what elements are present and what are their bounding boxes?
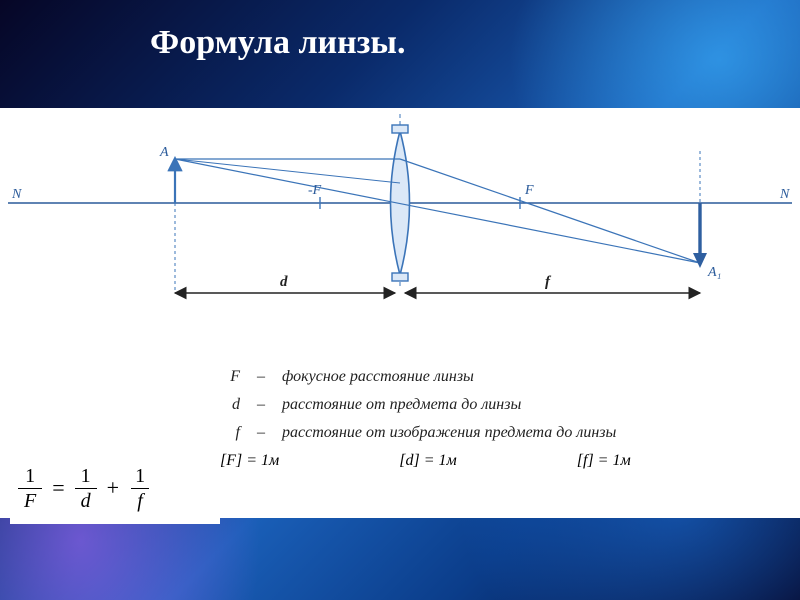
lens-cap-top xyxy=(392,125,408,133)
legend-text-d: расстояние от предмета до линзы xyxy=(282,396,521,414)
thin-lens-formula: 1 F = 1 d + 1 f xyxy=(10,452,220,524)
units-row: [F] = 1м [d] = 1м [f] = 1м xyxy=(220,452,760,470)
ray-parallel-out xyxy=(400,159,700,263)
image-arrow-head xyxy=(693,253,707,268)
focus-pos-label: F xyxy=(524,183,534,198)
legend-dash: – xyxy=(254,424,268,442)
legend-text-F: фокусное расстояние линзы xyxy=(282,368,474,386)
axis-label-left: N xyxy=(11,187,22,202)
legend-sym-f: f xyxy=(220,424,240,442)
unit-d: [d] = 1м xyxy=(399,452,456,470)
image-label: A₁ xyxy=(707,265,721,280)
legend-sym-d: d xyxy=(220,396,240,414)
ray-extra xyxy=(175,159,400,183)
f-label: f xyxy=(545,274,552,290)
legend-dash: – xyxy=(254,396,268,414)
ray-center xyxy=(175,159,700,263)
frac-1F: 1 F xyxy=(18,466,42,511)
legend-row-f: f – расстояние от изображения предмета д… xyxy=(220,424,760,442)
plus: + xyxy=(105,475,121,501)
lens-cap-bottom xyxy=(392,273,408,281)
slide-title: Формула линзы. xyxy=(150,24,405,62)
focus-neg-label: -F xyxy=(308,183,322,198)
lens-diagram: N N A -F F A₁ d f xyxy=(0,108,800,338)
legend-row-F: F – фокусное расстояние линзы xyxy=(220,368,760,386)
object-label: A xyxy=(159,145,169,160)
axis-label-right: N xyxy=(779,187,790,202)
frac-1d: 1 d xyxy=(75,466,97,511)
legend-sym-F: F xyxy=(220,368,240,386)
lens-diagram-panel: N N A -F F A₁ d f xyxy=(0,108,800,338)
legend-dash: – xyxy=(254,368,268,386)
equals: = xyxy=(50,475,66,501)
d-label: d xyxy=(280,274,288,290)
legend-row-d: d – расстояние от предмета до линзы xyxy=(220,396,760,414)
unit-F: [F] = 1м xyxy=(220,452,279,470)
legend-text-f: расстояние от изображения предмета до ли… xyxy=(282,424,616,442)
unit-f: [f] = 1м xyxy=(577,452,631,470)
frac-1f: 1 f xyxy=(129,466,151,511)
